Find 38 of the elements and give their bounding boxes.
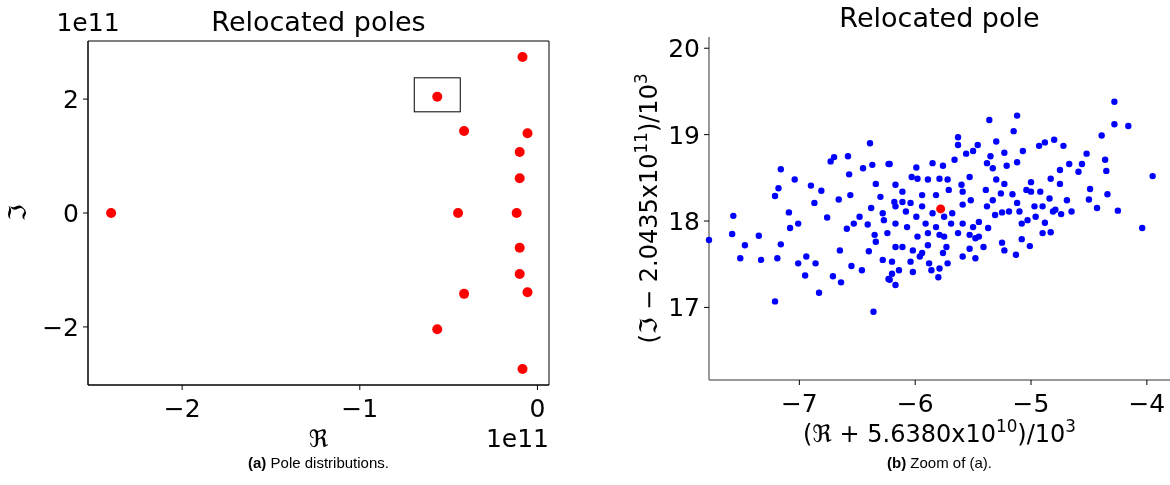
x-tick-label: −5: [1012, 389, 1050, 418]
x-tick-label: 0: [529, 394, 546, 423]
point: [432, 324, 443, 335]
point: [522, 128, 533, 139]
x-axis-title: (ℜ + 5.6380x10$^{10}$)/10$^{3}$: [802, 416, 1077, 448]
y-tick-label: −2: [42, 312, 79, 342]
point: [459, 125, 470, 136]
x-tick-label: −1: [341, 394, 379, 423]
text: (a) Pole distributions.: [248, 454, 389, 471]
text: (b) Zoom of (a).: [886, 454, 993, 471]
point: [517, 364, 528, 375]
x-tick-label: −7: [780, 389, 818, 418]
point: [432, 91, 443, 102]
x-tick-label: −6: [896, 389, 934, 418]
point: [459, 288, 470, 299]
x-tick-label: −4: [1128, 389, 1166, 418]
point: [106, 208, 117, 218]
point: [514, 173, 525, 184]
y-tick-label: 20: [668, 34, 700, 64]
point: [522, 287, 533, 298]
x-tick-label: −2: [163, 394, 201, 423]
chart-title: Relocated poles: [211, 6, 426, 37]
y-tick-label: 19: [668, 120, 700, 150]
y-tick-label: 18: [668, 207, 700, 237]
point: [514, 242, 525, 253]
point: [453, 208, 464, 218]
point: [511, 208, 522, 218]
y-axis-title: ℑ: [4, 204, 32, 222]
text: 1e11: [485, 424, 549, 453]
y-tick-label: 17: [668, 293, 700, 323]
y-tick-label: 0: [63, 199, 79, 228]
chart-title: Relocated pole: [839, 2, 1040, 33]
y-tick-label: 2: [63, 85, 79, 115]
point: [514, 147, 525, 158]
text: 1e11: [56, 8, 120, 37]
point: [517, 51, 528, 62]
point: [514, 268, 525, 279]
x-axis-title: ℜ: [308, 425, 329, 453]
